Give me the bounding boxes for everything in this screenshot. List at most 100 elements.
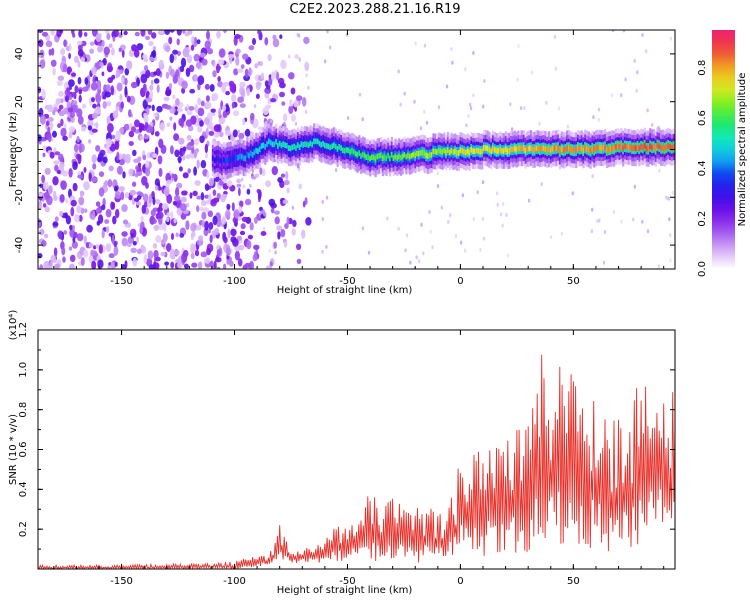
noise-cell xyxy=(91,66,97,75)
noise-cell xyxy=(244,68,249,79)
noise-cell xyxy=(249,260,254,269)
ridge-cell xyxy=(358,150,361,156)
noise-cell xyxy=(272,38,280,48)
noise-cell xyxy=(73,231,78,239)
noise-cell xyxy=(237,96,245,103)
noise-cell xyxy=(78,196,85,206)
noise-cell xyxy=(139,226,143,235)
noise-cell xyxy=(305,217,312,226)
noise-cell xyxy=(152,196,156,206)
ridge-cell xyxy=(262,142,265,149)
noise-cell xyxy=(274,216,280,225)
noise-cell xyxy=(280,173,286,178)
x-tick-label: -100 xyxy=(223,576,246,587)
noise-cell xyxy=(152,46,157,51)
noise-cell xyxy=(38,218,42,229)
noise-cell xyxy=(182,146,187,152)
noise-cell xyxy=(277,231,281,240)
noise-cell xyxy=(60,127,67,137)
ridge-cell xyxy=(517,145,520,152)
ridge-cell xyxy=(448,149,451,156)
noise-cell xyxy=(612,210,616,214)
noise-cell xyxy=(90,249,95,257)
noise-cell xyxy=(268,76,273,86)
noise-cell xyxy=(145,97,153,103)
noise-cell xyxy=(121,237,128,247)
noise-cell xyxy=(188,141,195,146)
ridge-cell xyxy=(602,145,605,151)
ridge-cell xyxy=(542,145,545,151)
ridge-cell xyxy=(660,145,663,151)
noise-cell xyxy=(270,71,276,81)
ridge-cell xyxy=(331,143,334,150)
noise-cell xyxy=(77,115,84,125)
noise-cell xyxy=(671,190,674,195)
ridge-cell xyxy=(327,143,330,150)
noise-cell xyxy=(46,134,51,139)
noise-cell xyxy=(182,172,189,179)
noise-cell xyxy=(181,252,188,263)
ridge-cell xyxy=(255,147,258,154)
ridge-cell xyxy=(667,143,670,149)
noise-cell xyxy=(211,59,215,66)
noise-cell xyxy=(285,171,289,180)
noise-cell xyxy=(134,119,140,128)
noise-cell xyxy=(172,200,177,206)
noise-cell xyxy=(224,210,231,219)
ridge-cell xyxy=(470,146,473,153)
noise-cell xyxy=(304,109,308,114)
ridge-cell xyxy=(401,153,404,160)
ridge-cell xyxy=(291,144,294,151)
noise-cell xyxy=(632,217,635,222)
noise-cell xyxy=(69,254,76,263)
noise-cell xyxy=(236,235,242,241)
noise-cell xyxy=(141,204,146,214)
noise-cell xyxy=(610,93,614,98)
ridge-cell xyxy=(286,142,289,149)
colorbar-tick-label: 0.6 xyxy=(697,110,708,126)
noise-cell xyxy=(57,123,62,129)
noise-cell xyxy=(241,216,249,223)
noise-cell xyxy=(41,31,49,37)
ridge-cell xyxy=(266,141,269,147)
noise-cell xyxy=(166,179,171,184)
noise-cell xyxy=(76,108,83,118)
ridge-cell xyxy=(511,146,515,153)
noise-cell xyxy=(367,250,371,255)
noise-cell xyxy=(279,82,286,89)
ridge-cell xyxy=(347,147,350,154)
noise-cell xyxy=(62,256,66,263)
noise-cell xyxy=(334,168,338,173)
noise-cell xyxy=(201,211,207,220)
noise-cell xyxy=(199,120,204,127)
noise-cell xyxy=(228,54,235,59)
noise-cell xyxy=(259,167,263,175)
ridge-cell xyxy=(387,152,390,159)
noise-cell xyxy=(566,124,569,129)
y-tick-label: 0.6 xyxy=(18,442,29,458)
noise-cell xyxy=(63,230,67,235)
noise-cell xyxy=(182,47,190,58)
ridge-cell xyxy=(463,148,466,155)
noise-cell xyxy=(153,262,160,269)
noise-cell xyxy=(651,122,654,127)
noise-cell xyxy=(47,126,51,136)
noise-cell xyxy=(212,93,219,101)
noise-cell xyxy=(173,54,177,61)
noise-cell xyxy=(189,88,196,94)
noise-cell xyxy=(176,30,182,36)
noise-cell xyxy=(48,185,53,194)
noise-cell xyxy=(223,30,227,34)
noise-cell xyxy=(423,109,426,114)
noise-cell xyxy=(153,249,159,259)
ridge-cell xyxy=(580,145,583,152)
ridge-cell xyxy=(329,144,332,151)
noise-cell xyxy=(205,101,212,109)
ridge-cell xyxy=(392,155,395,161)
ridge-cell xyxy=(320,141,323,148)
noise-cell xyxy=(207,48,214,55)
noise-cell xyxy=(43,203,47,208)
noise-cell xyxy=(266,84,271,90)
spectrogram-cells xyxy=(38,30,675,269)
noise-cell xyxy=(119,93,123,102)
